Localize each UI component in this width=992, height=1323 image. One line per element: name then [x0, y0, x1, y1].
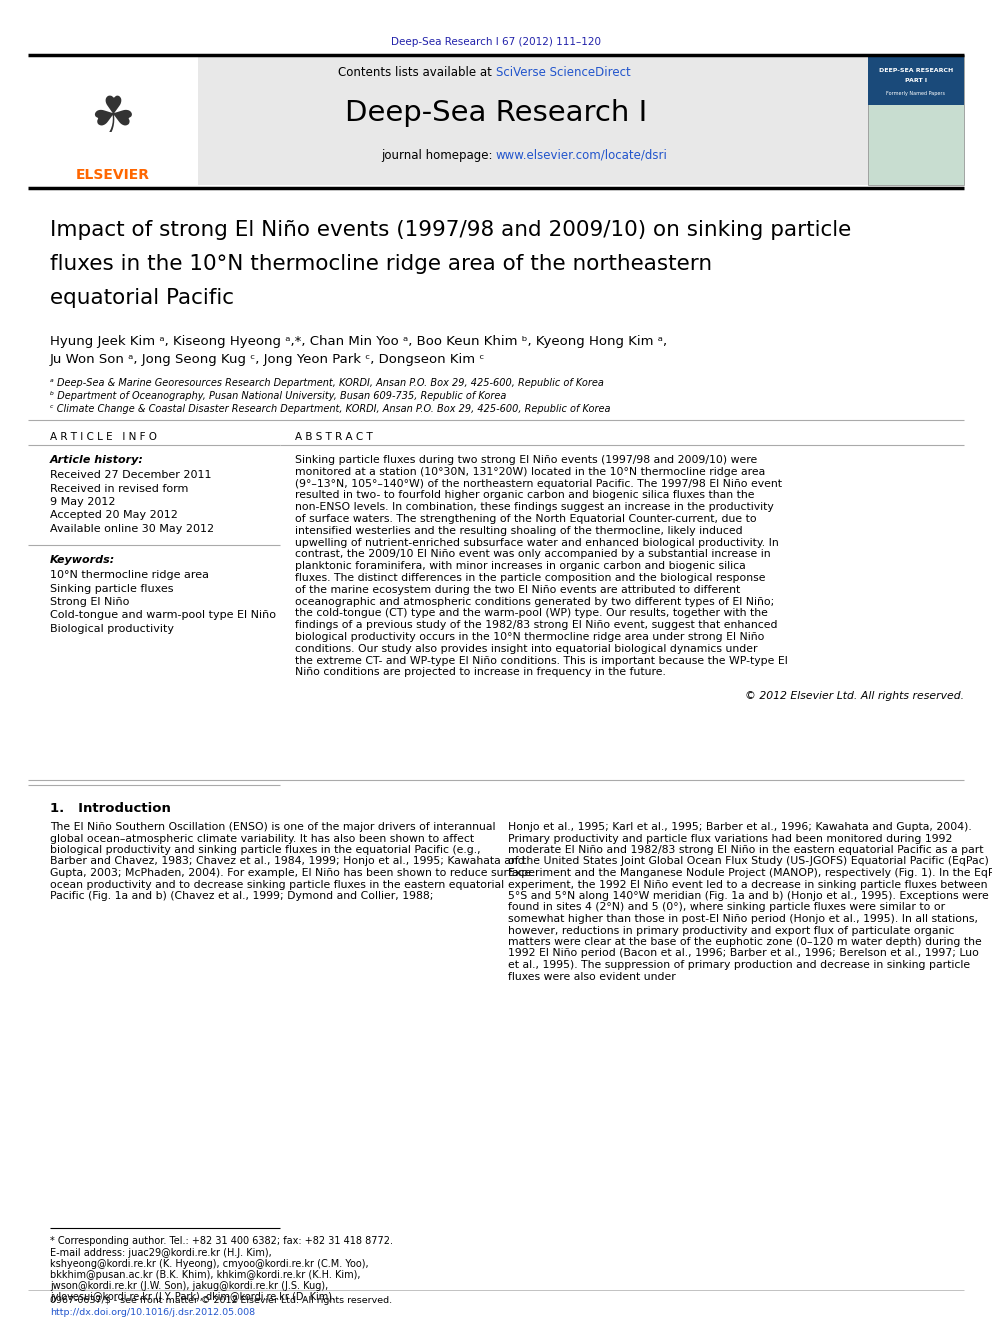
Text: bkkhim@pusan.ac.kr (B.K. Khim), khkim@kordi.re.kr (K.H. Kim),: bkkhim@pusan.ac.kr (B.K. Khim), khkim@ko… [50, 1270, 360, 1279]
Text: E-mail address: juac29@kordi.re.kr (H.J. Kim),: E-mail address: juac29@kordi.re.kr (H.J.… [50, 1248, 272, 1258]
Text: upwelling of nutrient-enriched subsurface water and enhanced biological producti: upwelling of nutrient-enriched subsurfac… [295, 537, 779, 548]
Text: fluxes in the 10°N thermocline ridge area of the northeastern: fluxes in the 10°N thermocline ridge are… [50, 254, 712, 274]
Text: ᶜ Climate Change & Coastal Disaster Research Department, KORDI, Ansan P.O. Box 2: ᶜ Climate Change & Coastal Disaster Rese… [50, 404, 610, 414]
Text: intensified westerlies and the resulting shoaling of the thermocline, likely ind: intensified westerlies and the resulting… [295, 525, 743, 536]
Text: somewhat higher than those in post-El Niño period (Honjo et al., 1995). In all s: somewhat higher than those in post-El Ni… [508, 914, 978, 923]
Text: moderate El Niño and 1982/83 strong El Niño in the eastern equatorial Pacific as: moderate El Niño and 1982/83 strong El N… [508, 845, 983, 855]
Text: 1992 El Niño period (Bacon et al., 1996; Barber et al., 1996; Berelson et al., 1: 1992 El Niño period (Bacon et al., 1996;… [508, 949, 979, 958]
Text: Received in revised form: Received in revised form [50, 483, 188, 493]
Text: Honjo et al., 1995; Karl et al., 1995; Barber et al., 1996; Kawahata and Gupta, : Honjo et al., 1995; Karl et al., 1995; B… [508, 822, 972, 832]
Text: biological productivity occurs in the 10°N thermocline ridge area under strong E: biological productivity occurs in the 10… [295, 632, 765, 642]
Text: kshyeong@kordi.re.kr (K. Hyeong), cmyoo@kordi.re.kr (C.M. Yoo),: kshyeong@kordi.re.kr (K. Hyeong), cmyoo@… [50, 1259, 369, 1269]
Text: biological productivity and sinking particle fluxes in the equatorial Pacific (e: biological productivity and sinking part… [50, 845, 481, 855]
Text: Pacific (Fig. 1a and b) (Chavez et al., 1999; Dymond and Collier, 1988;: Pacific (Fig. 1a and b) (Chavez et al., … [50, 890, 434, 901]
Text: * Corresponding author. Tel.: +82 31 400 6382; fax: +82 31 418 8772.: * Corresponding author. Tel.: +82 31 400… [50, 1236, 393, 1246]
Text: Formerly Named Papers: Formerly Named Papers [887, 90, 945, 95]
Text: Deep-Sea Research I 67 (2012) 111–120: Deep-Sea Research I 67 (2012) 111–120 [391, 37, 601, 48]
Text: contrast, the 2009/10 El Niño event was only accompanied by a substantial increa: contrast, the 2009/10 El Niño event was … [295, 549, 771, 560]
Text: found in sites 4 (2°N) and 5 (0°), where sinking particle fluxes were similar to: found in sites 4 (2°N) and 5 (0°), where… [508, 902, 945, 913]
Text: ᵃ Deep-Sea & Marine Georesources Research Department, KORDI, Ansan P.O. Box 29, : ᵃ Deep-Sea & Marine Georesources Researc… [50, 378, 604, 388]
Text: conditions. Our study also provides insight into equatorial biological dynamics : conditions. Our study also provides insi… [295, 644, 758, 654]
Text: fluxes were also evident under: fluxes were also evident under [508, 971, 676, 982]
Text: Niño conditions are projected to increase in frequency in the future.: Niño conditions are projected to increas… [295, 667, 666, 677]
Text: Sinking particle fluxes: Sinking particle fluxes [50, 583, 174, 594]
Text: 10°N thermocline ridge area: 10°N thermocline ridge area [50, 570, 209, 579]
Text: Strong El Niño: Strong El Niño [50, 597, 129, 607]
Text: 1.   Introduction: 1. Introduction [50, 802, 171, 815]
Text: non-ENSO levels. In combination, these findings suggest an increase in the produ: non-ENSO levels. In combination, these f… [295, 503, 774, 512]
Text: experiment, the 1992 El Niño event led to a decrease in sinking particle fluxes : experiment, the 1992 El Niño event led t… [508, 880, 987, 889]
Text: Cold-tongue and warm-pool type El Niño: Cold-tongue and warm-pool type El Niño [50, 610, 276, 620]
Text: Keywords:: Keywords: [50, 556, 115, 565]
Text: Received 27 December 2011: Received 27 December 2011 [50, 470, 211, 480]
Text: Barber and Chavez, 1983; Chavez et al., 1984, 1999; Honjo et al., 1995; Kawahata: Barber and Chavez, 1983; Chavez et al., … [50, 856, 525, 867]
Text: the cold-tongue (CT) type and the warm-pool (WP) type. Our results, together wit: the cold-tongue (CT) type and the warm-p… [295, 609, 768, 618]
Text: jylovesui@kordi.re.kr (J.Y. Park), dkim@kordi.re.kr (D. Kim).: jylovesui@kordi.re.kr (J.Y. Park), dkim@… [50, 1293, 335, 1302]
Bar [868, 56, 964, 185]
Text: equatorial Pacific: equatorial Pacific [50, 288, 234, 308]
Text: jwson@kordi.re.kr (J.W. Son), jakug@kordi.re.kr (J.S. Kug),: jwson@kordi.re.kr (J.W. Son), jakug@kord… [50, 1281, 328, 1291]
Text: SciVerse ScienceDirect: SciVerse ScienceDirect [496, 66, 631, 79]
Text: www.elsevier.com/locate/dsri: www.elsevier.com/locate/dsri [496, 148, 668, 161]
Text: PART I: PART I [905, 78, 928, 82]
Bar [28, 56, 198, 185]
Text: Accepted 20 May 2012: Accepted 20 May 2012 [50, 511, 178, 520]
Text: Hyung Jeek Kim ᵃ, Kiseong Hyeong ᵃ,*, Chan Min Yoo ᵃ, Boo Keun Khim ᵇ, Kyeong Ho: Hyung Jeek Kim ᵃ, Kiseong Hyeong ᵃ,*, Ch… [50, 335, 668, 348]
Text: global ocean–atmospheric climate variability. It has also been shown to affect: global ocean–atmospheric climate variabi… [50, 833, 474, 844]
Text: Biological productivity: Biological productivity [50, 624, 174, 634]
Text: fluxes. The distinct differences in the particle composition and the biological : fluxes. The distinct differences in the … [295, 573, 766, 583]
Text: 5°S and 5°N along 140°W meridian (Fig. 1a and b) (Honjo et al., 1995). Exception: 5°S and 5°N along 140°W meridian (Fig. 1… [508, 890, 989, 901]
Text: journal homepage:: journal homepage: [381, 148, 496, 161]
Text: of surface waters. The strengthening of the North Equatorial Counter-current, du: of surface waters. The strengthening of … [295, 515, 757, 524]
Text: ☘: ☘ [90, 94, 136, 142]
Text: Primary productivity and particle flux variations had been monitored during 1992: Primary productivity and particle flux v… [508, 833, 952, 844]
Text: Article history:: Article history: [50, 455, 144, 464]
Text: findings of a previous study of the 1982/83 strong El Niño event, suggest that e: findings of a previous study of the 1982… [295, 620, 778, 630]
Text: ELSEVIER: ELSEVIER [76, 168, 150, 183]
Text: The El Niño Southern Oscillation (ENSO) is one of the major drivers of interannu: The El Niño Southern Oscillation (ENSO) … [50, 822, 495, 832]
Text: © 2012 Elsevier Ltd. All rights reserved.: © 2012 Elsevier Ltd. All rights reserved… [745, 691, 964, 701]
Text: A R T I C L E   I N F O: A R T I C L E I N F O [50, 433, 157, 442]
Text: A B S T R A C T: A B S T R A C T [295, 433, 373, 442]
Text: Available online 30 May 2012: Available online 30 May 2012 [50, 524, 214, 534]
Text: et al., 1995). The suppression of primary production and decrease in sinking par: et al., 1995). The suppression of primar… [508, 960, 970, 970]
Text: Gupta, 2003; McPhaden, 2004). For example, El Niño has been shown to reduce surf: Gupta, 2003; McPhaden, 2004). For exampl… [50, 868, 532, 878]
Text: 0967-0637/$ - see front matter © 2012 Elsevier Ltd. All rights reserved.: 0967-0637/$ - see front matter © 2012 El… [50, 1297, 392, 1304]
Text: ᵇ Department of Oceanography, Pusan National University, Busan 609-735, Republic: ᵇ Department of Oceanography, Pusan Nati… [50, 392, 506, 401]
Text: Sinking particle fluxes during two strong El Niño events (1997/98 and 2009/10) w: Sinking particle fluxes during two stron… [295, 455, 757, 464]
Text: the extreme CT- and WP-type El Niño conditions. This is important because the WP: the extreme CT- and WP-type El Niño cond… [295, 656, 788, 665]
Text: 9 May 2012: 9 May 2012 [50, 497, 115, 507]
Text: of the marine ecosystem during the two El Niño events are attributed to differen: of the marine ecosystem during the two E… [295, 585, 740, 595]
Text: Deep-Sea Research I: Deep-Sea Research I [345, 99, 647, 127]
Bar [28, 56, 874, 185]
Text: Impact of strong El Niño events (1997/98 and 2009/10) on sinking particle: Impact of strong El Niño events (1997/98… [50, 220, 851, 239]
Text: resulted in two- to fourfold higher organic carbon and biogenic silica fluxes th: resulted in two- to fourfold higher orga… [295, 491, 755, 500]
Text: Ju Won Son ᵃ, Jong Seong Kug ᶜ, Jong Yeon Park ᶜ, Dongseon Kim ᶜ: Ju Won Son ᵃ, Jong Seong Kug ᶜ, Jong Yeo… [50, 353, 485, 366]
Text: matters were clear at the base of the euphotic zone (0–120 m water depth) during: matters were clear at the base of the eu… [508, 937, 982, 947]
Text: oceanographic and atmospheric conditions generated by two different types of El : oceanographic and atmospheric conditions… [295, 597, 774, 607]
Text: DEEP-SEA RESEARCH: DEEP-SEA RESEARCH [879, 67, 953, 73]
Text: of the United States Joint Global Ocean Flux Study (US-JGOFS) Equatorial Pacific: of the United States Joint Global Ocean … [508, 856, 989, 867]
Bar [868, 57, 964, 105]
Text: planktonic foraminifera, with minor increases in organic carbon and biogenic sil: planktonic foraminifera, with minor incr… [295, 561, 746, 572]
Text: Experiment and the Manganese Nodule Project (MANOP), respectively (Fig. 1). In t: Experiment and the Manganese Nodule Proj… [508, 868, 992, 878]
Text: Contents lists available at: Contents lists available at [338, 66, 496, 79]
Text: (9°–13°N, 105°–140°W) of the northeastern equatorial Pacific. The 1997/98 El Niñ: (9°–13°N, 105°–140°W) of the northeaster… [295, 479, 782, 488]
Text: ocean productivity and to decrease sinking particle fluxes in the eastern equato: ocean productivity and to decrease sinki… [50, 880, 504, 889]
Text: monitored at a station (10°30N, 131°20W) located in the 10°N thermocline ridge a: monitored at a station (10°30N, 131°20W)… [295, 467, 765, 476]
Text: however, reductions in primary productivity and export flux of particulate organ: however, reductions in primary productiv… [508, 926, 954, 935]
Text: http://dx.doi.org/10.1016/j.dsr.2012.05.008: http://dx.doi.org/10.1016/j.dsr.2012.05.… [50, 1308, 255, 1316]
